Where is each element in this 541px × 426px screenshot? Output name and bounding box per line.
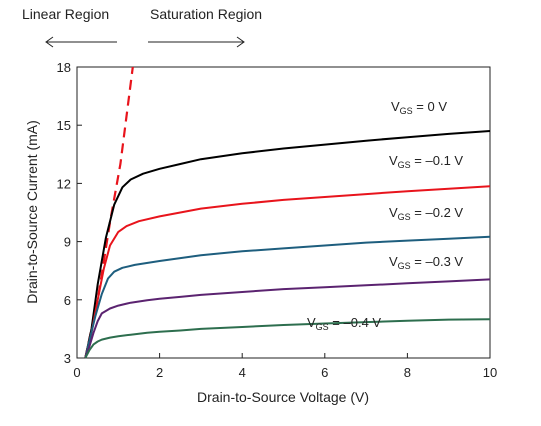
right-arrow-icon: [148, 36, 245, 48]
left-arrow-icon: [45, 36, 117, 48]
x-tick-label: 0: [73, 365, 80, 380]
y-tick-label: 15: [57, 118, 71, 133]
linear-region-label: Linear Region: [22, 6, 109, 22]
x-tick-label: 6: [321, 365, 328, 380]
y-axis-title: Drain-to-Source Current (mA): [24, 120, 40, 304]
series-layer: [84, 130, 491, 359]
x-axis-title: Drain-to-Source Voltage (V): [197, 389, 369, 405]
y-tick-label: 12: [57, 176, 71, 191]
x-axis: 0 2 4 6 8 10: [73, 353, 497, 380]
x-tick-label: 2: [156, 365, 163, 380]
y-tick-label: 3: [64, 351, 71, 366]
curve-label-1: VGS = –0.1 V: [389, 153, 463, 170]
plot-area: [76, 66, 491, 359]
series-line-4: [84, 318, 491, 359]
saturation-region-label: Saturation Region: [150, 6, 262, 22]
y-axis: 3 6 9 12 15 18: [57, 60, 82, 366]
series-line-0: [84, 130, 491, 359]
region-boundary-layer: [84, 66, 134, 359]
curve-label-0: VGS = 0 V: [391, 99, 447, 116]
y-tick-label: 9: [64, 235, 71, 250]
region-boundary-line: [84, 66, 134, 359]
x-tick-label: 10: [483, 365, 497, 380]
series-line-3: [84, 278, 491, 359]
curve-label-layer: VGS = 0 V VGS = –0.1 V VGS = –0.2 V VGS = –…: [307, 99, 463, 332]
series-line-2: [84, 235, 491, 359]
y-tick-label: 6: [64, 293, 71, 308]
curve-label-4: VGS = –0.4 V: [307, 315, 381, 332]
curve-label-2: VGS = –0.2 V: [389, 205, 463, 222]
series-line-1: [84, 185, 491, 359]
x-tick-label: 4: [239, 365, 246, 380]
curve-label-3: VGS = –0.3 V: [389, 254, 463, 271]
y-tick-label: 18: [57, 60, 71, 75]
x-tick-label: 8: [404, 365, 411, 380]
